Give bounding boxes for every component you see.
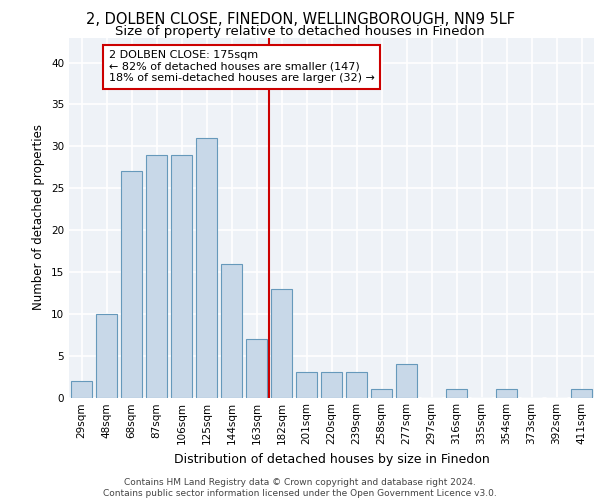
- Bar: [71, 381, 92, 398]
- Bar: [246, 339, 267, 398]
- Text: 2 DOLBEN CLOSE: 175sqm
← 82% of detached houses are smaller (147)
18% of semi-de: 2 DOLBEN CLOSE: 175sqm ← 82% of detached…: [109, 50, 375, 84]
- Bar: [496, 389, 517, 398]
- Bar: [346, 372, 367, 398]
- Y-axis label: Number of detached properties: Number of detached properties: [32, 124, 46, 310]
- Text: Contains HM Land Registry data © Crown copyright and database right 2024.
Contai: Contains HM Land Registry data © Crown c…: [103, 478, 497, 498]
- Bar: [571, 389, 592, 398]
- Bar: [446, 389, 467, 398]
- Bar: [321, 372, 342, 398]
- Bar: [121, 172, 142, 398]
- Bar: [396, 364, 417, 398]
- Bar: [96, 314, 117, 398]
- X-axis label: Distribution of detached houses by size in Finedon: Distribution of detached houses by size …: [173, 453, 490, 466]
- Bar: [371, 389, 392, 398]
- Bar: [221, 264, 242, 398]
- Bar: [271, 288, 292, 398]
- Bar: [171, 154, 192, 398]
- Bar: [196, 138, 217, 398]
- Text: Size of property relative to detached houses in Finedon: Size of property relative to detached ho…: [115, 25, 485, 38]
- Bar: [146, 154, 167, 398]
- Text: 2, DOLBEN CLOSE, FINEDON, WELLINGBOROUGH, NN9 5LF: 2, DOLBEN CLOSE, FINEDON, WELLINGBOROUGH…: [86, 12, 515, 28]
- Bar: [296, 372, 317, 398]
